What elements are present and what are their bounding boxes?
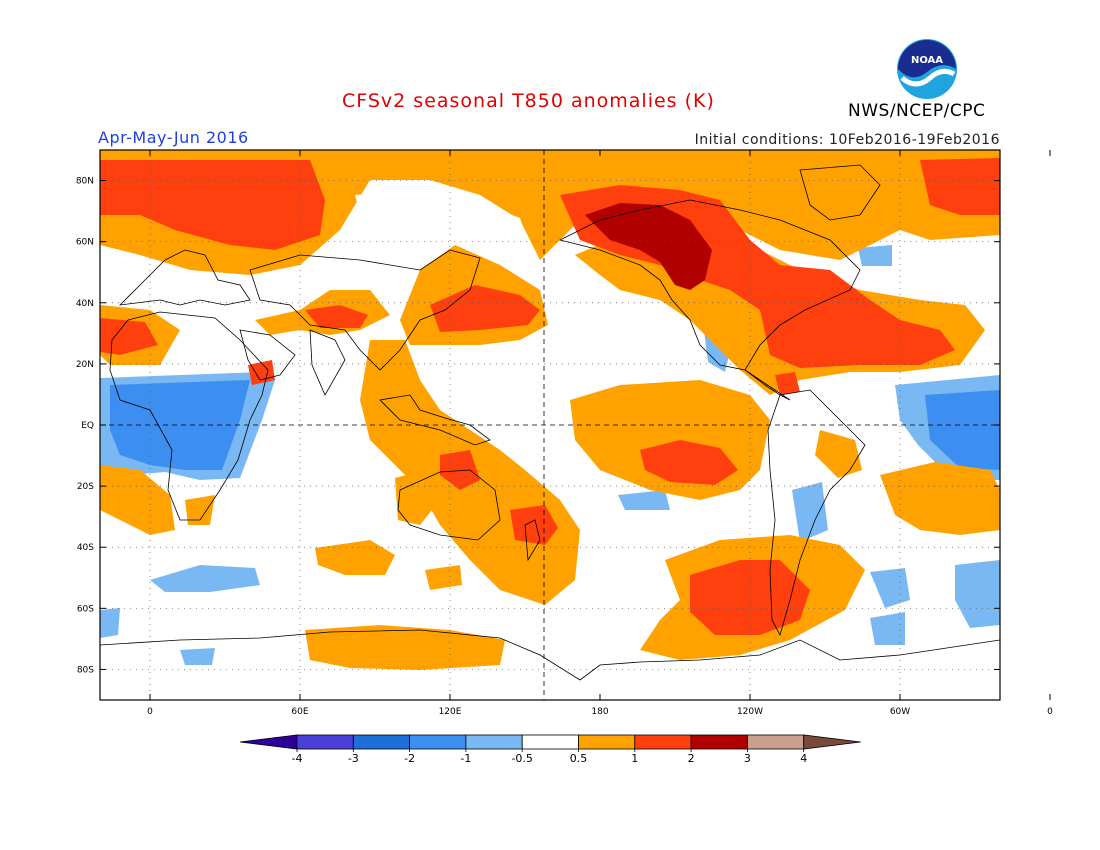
initial-conditions: Initial conditions: 10Feb2016-19Feb2016 — [694, 132, 1000, 148]
colorbar-label: 1 — [631, 752, 638, 765]
chart-title: CFSv2 seasonal T850 anomalies (K) — [342, 90, 715, 112]
lon-label: 60W — [890, 707, 910, 717]
lon-label: 0 — [147, 707, 153, 717]
colorbar-swatch — [465, 734, 523, 750]
anomaly-region-south-africa — [100, 465, 175, 535]
colorbar-swatch — [352, 734, 410, 750]
anomaly-region-east-pacific-red — [640, 440, 738, 485]
coastline-south-america — [767, 389, 866, 637]
anomaly-region-central-asia-red — [305, 305, 368, 328]
coastline-antarctica — [100, 629, 1000, 681]
agency-label: NWS/NCEP/CPC — [848, 101, 986, 121]
colorbar-swatch — [634, 734, 692, 750]
anomaly-region-southern-indian — [315, 540, 395, 575]
lon-label: 0 — [1047, 707, 1053, 717]
anomaly-region-south-atlantic — [880, 462, 1000, 535]
anomaly-region-south-atlantic-polar — [870, 612, 905, 645]
coastline-australia — [397, 469, 501, 541]
anomaly-region-arctic-europe-red — [100, 160, 325, 250]
anomaly-region-west-pacific-red — [430, 285, 540, 332]
colorbar: -4 -3 -2 -1 -0.5 0.5 1 2 3 4 — [239, 734, 861, 765]
lat-label: 40S — [77, 543, 94, 553]
anomaly-region-north-africa-red — [248, 360, 275, 385]
forecast-period: Apr-May-Jun 2016 — [98, 128, 249, 147]
anomaly-region-new-zealand-red — [510, 505, 558, 545]
anomaly-region-south-indian-small — [425, 565, 462, 590]
lat-label: 60N — [76, 238, 94, 248]
anomaly-region-weddell — [955, 560, 1000, 628]
anomaly-region-australia-west — [395, 470, 440, 525]
colorbar-swatch — [578, 734, 636, 750]
anomaly-region-southern-ocean-indian — [150, 565, 260, 592]
colorbar-label: -4 — [292, 752, 303, 765]
colorbar-arrow-low — [239, 734, 298, 750]
colorbar-swatch — [409, 734, 467, 750]
colorbar-label: 3 — [744, 752, 751, 765]
lat-label: 20S — [77, 482, 94, 492]
logo-text: NOAA — [911, 55, 943, 66]
anomaly-region-tropical-atlantic — [815, 430, 862, 478]
anomaly-region-central-africa-core — [110, 380, 250, 470]
axis-labels: 80N 60N 40N 20N EQ 20S 40S 60S 80S 0 60E 120E 180 120… — [76, 150, 1053, 717]
colorbar-swatch — [521, 734, 579, 750]
anomaly-region-east-antarctic — [180, 648, 215, 665]
colorbar-label: 0.5 — [570, 752, 588, 765]
colorbar-swatch — [690, 734, 748, 750]
coastline-india — [309, 329, 346, 396]
anomaly-region-arctic-greenland-red — [920, 158, 1000, 215]
coastline-europe — [118, 249, 251, 306]
lat-label: 20N — [76, 360, 94, 370]
anomaly-region-caribbean-red — [775, 372, 800, 395]
lat-label: 80S — [77, 665, 94, 675]
anomaly-region-north-atlantic — [858, 245, 892, 266]
coastline-arabia — [239, 329, 296, 381]
colorbar-label: -3 — [348, 752, 359, 765]
lat-label: EQ — [81, 421, 94, 431]
coastlines — [100, 164, 1000, 681]
gridlines — [100, 150, 1000, 700]
noaa-logo-icon: NOAA — [897, 39, 957, 99]
colorbar-label: -0.5 — [511, 752, 532, 765]
anomaly-region-antarctic-indian — [305, 625, 505, 670]
lat-label: 40N — [76, 299, 94, 309]
anomaly-region-southeast-pacific-red — [690, 560, 810, 635]
colorbar-label: 4 — [800, 752, 807, 765]
anomaly-region-southern-ocean-atlantic — [870, 568, 910, 608]
colorbar-swatch — [747, 734, 805, 750]
anomaly-region-arctic — [100, 150, 1000, 275]
coastline-new-zealand — [524, 519, 541, 562]
lat-label: 60S — [77, 604, 94, 614]
lon-label: 60E — [291, 707, 308, 717]
anomaly-region-equatorial-atlantic-core — [925, 390, 1000, 470]
lat-label: 80N — [76, 177, 94, 187]
colorbar-swatch — [296, 734, 354, 750]
lon-label: 120W — [737, 707, 763, 717]
lon-label: 120E — [439, 707, 462, 717]
anomaly-region-mediterranean-red — [100, 318, 158, 355]
coastline-north-america — [558, 199, 861, 371]
colorbar-label: -2 — [404, 752, 415, 765]
anomaly-region-madagascar — [185, 495, 215, 525]
colorbar-label: -1 — [460, 752, 471, 765]
anomaly-region-west-antarctic — [100, 608, 120, 638]
coastline-asia — [249, 249, 481, 371]
anomaly-region-south-pacific — [618, 490, 670, 510]
anomaly-region-east-atlantic — [985, 500, 1000, 525]
coastline-greenland — [799, 164, 881, 221]
coastline-africa — [109, 311, 269, 521]
lon-label: 180 — [591, 707, 608, 717]
anomaly-region-alaska-canada-darkred — [585, 203, 712, 290]
anomaly-region-chile — [792, 482, 828, 542]
colorbar-label: 2 — [688, 752, 695, 765]
colorbar-arrow-high — [803, 734, 861, 750]
anomaly-region-arctic-white-hole — [355, 188, 530, 262]
